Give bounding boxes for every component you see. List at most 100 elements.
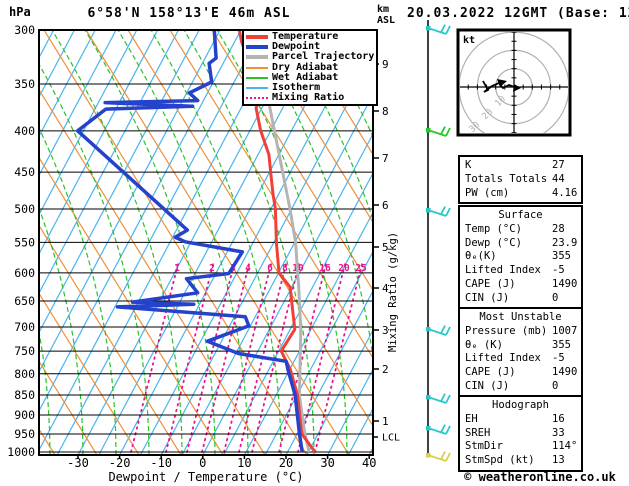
info-row-value: 1007 xyxy=(552,324,578,337)
temp-tick-label: 0 xyxy=(199,456,206,470)
info-row-value: 33 xyxy=(552,426,565,439)
info-row-label: Temp (°C) xyxy=(465,222,522,235)
info-row-value: 13 xyxy=(552,454,565,467)
legend-label: Dewpoint xyxy=(272,41,321,53)
page-title-datetime: 20.03.2022 12GMT (Base: 12) xyxy=(407,6,629,21)
info-row-value: -5 xyxy=(552,264,565,277)
mixing-ratio-value-label: 25 xyxy=(355,263,367,274)
info-row-label: EH xyxy=(465,412,478,425)
mixing-ratio-line xyxy=(165,261,215,453)
legend-swatch-isotherm xyxy=(246,87,268,90)
page-title-location: 6°58'N 158°13'E 46m ASL xyxy=(87,6,291,21)
info-row-value: 355 xyxy=(552,338,571,351)
mixing-ratio-line xyxy=(223,261,273,453)
pressure-tick-label: 400 xyxy=(14,124,35,138)
isotherm-line xyxy=(39,30,117,177)
info-row-value: 16 xyxy=(552,412,565,425)
km-tick-label: 6 xyxy=(382,199,389,212)
wet-adiabat-line xyxy=(51,30,183,455)
pressure-tick-label: 650 xyxy=(14,294,35,308)
pressure-tick-label: 350 xyxy=(14,77,35,91)
info-row: PW (cm) 4.16 xyxy=(460,187,581,201)
km-tick-label: 5 xyxy=(382,241,389,254)
info-row-value: 44 xyxy=(552,172,565,185)
legend-swatch-temperature xyxy=(246,35,268,40)
info-row-value: 1490 xyxy=(552,277,578,290)
pressure-tick-label: 800 xyxy=(14,367,35,381)
info-row: K 27 xyxy=(460,159,581,173)
km-tick-label: 7 xyxy=(382,152,389,165)
x-axis-label: Dewpoint / Temperature (°C) xyxy=(108,470,303,484)
info-row: EH 16 xyxy=(460,413,581,427)
isotherm-line xyxy=(285,289,373,455)
info-row: CIN (J) 0 xyxy=(460,380,581,394)
info-row-label: StmSpd (kt) xyxy=(465,454,535,467)
km-tick-label: 1 xyxy=(382,415,389,428)
legend-item: Mixing Ratio xyxy=(246,93,374,103)
km-tick-label: 2 xyxy=(382,363,389,376)
info-row: Dewp (°C) 23.9 xyxy=(460,237,581,251)
km-tick-label: 3 xyxy=(382,324,389,337)
pressure-tick-label: 450 xyxy=(14,165,35,179)
dry-adiabat-line xyxy=(39,360,98,455)
isotherm-line xyxy=(264,250,373,455)
info-row-label: K xyxy=(465,159,472,171)
info-box-indices: K 27 Totals Totals 44 PW (cm) 4.16 xyxy=(458,155,583,205)
temp-tick-label: 30 xyxy=(320,456,334,470)
dewpoint-trace xyxy=(75,30,304,453)
pressure-tick-label: 850 xyxy=(14,388,35,402)
info-row: Totals Totals 44 xyxy=(460,173,581,187)
mixing-ratio-line xyxy=(297,261,347,453)
info-row: Lifted Index -5 xyxy=(460,264,581,278)
pressure-unit-label: hPa xyxy=(9,5,31,19)
legend-item: Parcel Trajectory xyxy=(246,52,374,62)
pressure-tick-label: 1000 xyxy=(7,445,35,459)
hodograph-unit-label: kt xyxy=(463,35,475,46)
info-row-value: 114° xyxy=(552,440,578,453)
legend-item: Temperature xyxy=(246,32,374,42)
temp-tick-label: 10 xyxy=(237,456,251,470)
legend-item: Dry Adiabat xyxy=(246,61,374,73)
info-row: Temp (°C) 28 xyxy=(460,223,581,237)
isotherm-line xyxy=(327,368,373,455)
info-row-value: 27 xyxy=(552,159,565,171)
chart-legend: Temperature Dewpoint Parcel Trajectory Dry … xyxy=(242,29,378,107)
pressure-tick-label: 500 xyxy=(14,202,35,216)
info-row-label: Totals Totals xyxy=(465,172,548,185)
info-row-value: 355 xyxy=(552,250,571,263)
info-row: CIN (J) 0 xyxy=(460,292,581,306)
wind-barb xyxy=(426,206,451,217)
info-row-label: Pressure (mb) xyxy=(465,324,548,337)
info-row-label: CIN (J) xyxy=(465,291,510,304)
legend-swatch-parcel-trajectory xyxy=(246,55,268,60)
pressure-tick-label: 600 xyxy=(14,266,35,280)
mixing-ratio-value-label: 20 xyxy=(338,263,350,274)
pressure-tick-label: 550 xyxy=(14,235,35,249)
info-row-value: -5 xyxy=(552,352,565,365)
mixing-ratio-line xyxy=(314,261,364,453)
pressure-tick-label: 300 xyxy=(14,23,35,37)
temp-tick-label: -10 xyxy=(150,456,172,470)
info-row-value: 1490 xyxy=(552,366,578,379)
parcel-trajectory-trace xyxy=(241,30,311,453)
legend-item: Isotherm xyxy=(246,83,374,93)
legend-label: Wet Adiabat xyxy=(272,71,339,83)
temp-tick-label: -20 xyxy=(109,456,131,470)
km-axis-title: km ASL xyxy=(377,4,396,26)
legend-label: Parcel Trajectory xyxy=(272,51,375,63)
info-box-hodograph: Hodograph EH 16 SREH 33 StmDir 114° StmSpd (kt)… xyxy=(458,395,583,472)
footer-credit: © weatheronline.co.uk xyxy=(464,470,616,484)
mixing-ratio-axis-label: Mixing Ratio (g/kg) xyxy=(387,231,399,352)
legend-label: Dry Adiabat xyxy=(272,61,339,73)
km-tick-label: 4 xyxy=(382,282,389,295)
info-row: Pressure (mb) 1007 xyxy=(460,325,581,339)
info-row-label: CAPE (J) xyxy=(465,277,516,290)
info-box-most-unstable: Most Unstable Pressure (mb) 1007 θₑ (K) 355 L… xyxy=(458,307,583,398)
wind-barb xyxy=(426,393,451,404)
info-box-header: Most Unstable xyxy=(479,311,562,323)
mixing-ratio-value-label: 2 xyxy=(209,263,215,274)
pressure-tick-label: 750 xyxy=(14,344,35,358)
info-row-label: Dewp (°C) xyxy=(465,236,522,249)
pressure-tick-label: 900 xyxy=(14,408,35,422)
